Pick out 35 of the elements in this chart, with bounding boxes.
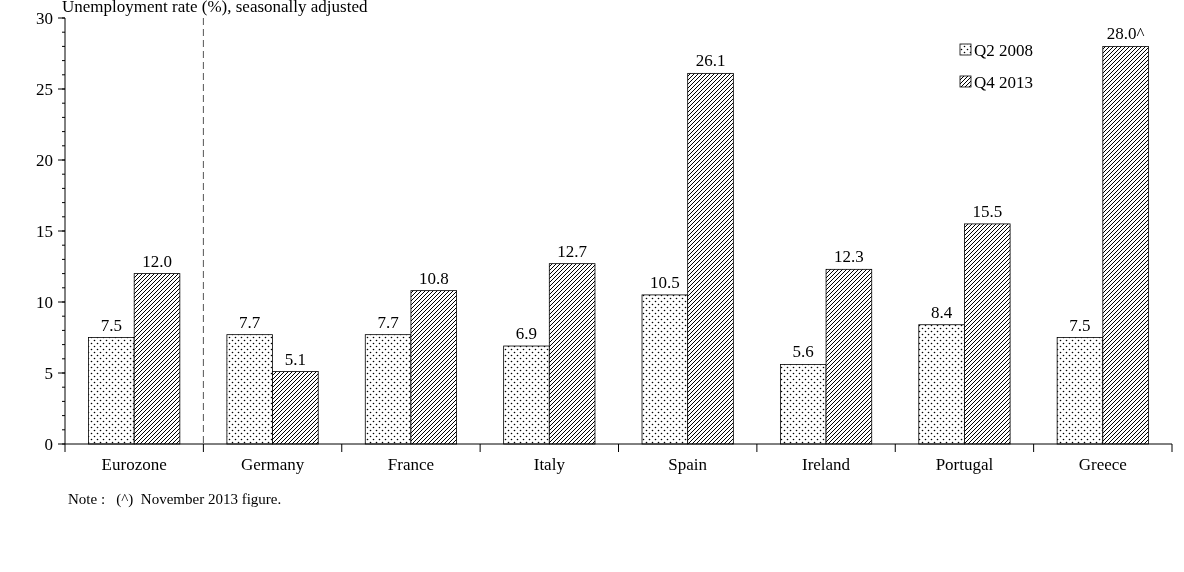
data-label: 12.3 bbox=[834, 247, 864, 267]
x-tick-label: France bbox=[387, 455, 435, 474]
x-tick-label: Portugal bbox=[935, 455, 994, 474]
text: Note : (^) November 2013 figure. bbox=[68, 491, 282, 508]
x-tick-label: Spain bbox=[668, 455, 708, 474]
data-label: 8.4 bbox=[930, 302, 953, 322]
x-tick-label: Eurozone bbox=[101, 455, 167, 474]
data-label: 28.0^ bbox=[1106, 24, 1145, 44]
data-label: 7.7 bbox=[239, 312, 261, 332]
x-tick-label: Italy bbox=[533, 455, 566, 474]
x-tick-label: Greece bbox=[1078, 455, 1127, 474]
data-label: 5.6 bbox=[792, 342, 814, 362]
data-label: 12.0 bbox=[142, 251, 172, 271]
x-tick-label: Ireland bbox=[801, 455, 851, 474]
y-tick-label: 20 bbox=[36, 150, 53, 170]
data-label: 6.9 bbox=[515, 324, 538, 344]
data-label: 10.8 bbox=[418, 268, 449, 288]
legend-label: Q4 2013 bbox=[974, 72, 1034, 92]
x-tick-label: Germany bbox=[240, 455, 305, 474]
y-tick-label: 5 bbox=[44, 363, 53, 383]
data-label: 26.1 bbox=[695, 51, 726, 71]
data-label: 7.5 bbox=[100, 315, 122, 335]
y-tick-label: 25 bbox=[36, 79, 53, 99]
y-tick-label: 15 bbox=[36, 221, 53, 241]
y-tick-label: 10 bbox=[36, 292, 53, 312]
data-label: 7.5 bbox=[1069, 315, 1091, 335]
y-axis-title: Unemployment rate (%), seasonally adjusted bbox=[62, 0, 368, 16]
data-label: 5.1 bbox=[284, 349, 307, 369]
y-tick-label: 30 bbox=[36, 8, 53, 28]
data-label: 15.5 bbox=[972, 201, 1003, 221]
data-label: 12.7 bbox=[557, 241, 588, 261]
y-tick-label: 0 bbox=[44, 434, 53, 454]
data-label: 10.5 bbox=[649, 272, 680, 292]
legend-label: Q2 2008 bbox=[974, 40, 1034, 60]
data-label: 7.7 bbox=[377, 312, 400, 332]
